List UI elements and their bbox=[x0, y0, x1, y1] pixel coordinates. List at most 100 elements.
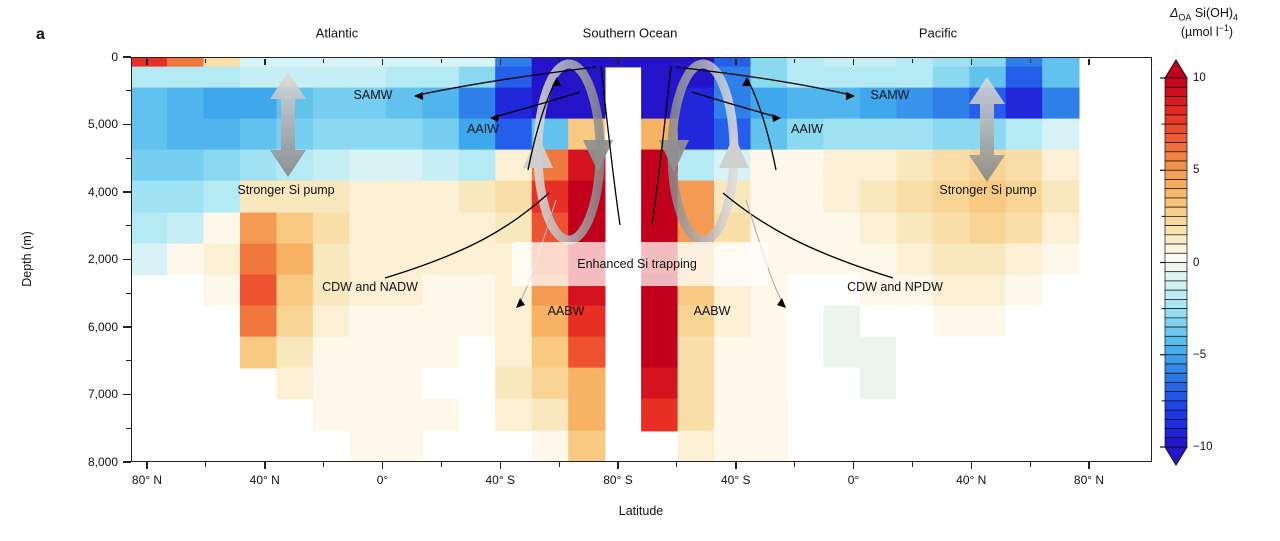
heatmap-cell bbox=[859, 57, 898, 68]
heatmap-cell bbox=[458, 57, 497, 68]
samw-arrowhead-right-icon bbox=[846, 92, 855, 100]
x-axis-tick-label: 0° bbox=[847, 473, 860, 487]
heatmap-cell bbox=[385, 180, 424, 214]
y-axis-minor-tick bbox=[126, 157, 131, 159]
x-axis-top-major-tick bbox=[264, 58, 266, 65]
heatmap-cell bbox=[385, 367, 424, 400]
heatmap-cell bbox=[932, 118, 971, 151]
heatmap-cell bbox=[859, 66, 898, 89]
heatmap-cell bbox=[641, 367, 679, 400]
x-axis-minor-tick bbox=[911, 462, 913, 467]
heatmap-cell bbox=[859, 118, 898, 151]
colorbar-cell bbox=[1164, 206, 1188, 217]
heatmap-cell bbox=[1005, 57, 1043, 68]
heatmap-cell bbox=[458, 305, 497, 338]
heatmap-cell bbox=[677, 430, 715, 462]
heatmap-cell bbox=[312, 87, 351, 120]
heatmap-cell bbox=[859, 87, 898, 120]
colorbar-title: ΔOA Si(OH)4 bbox=[1170, 6, 1238, 23]
colorbar-min-arrow-icon bbox=[1164, 446, 1188, 466]
x-axis-top-minor-tick bbox=[558, 58, 560, 63]
colorbar-cell bbox=[1164, 160, 1188, 171]
x-axis-major-tick bbox=[852, 462, 855, 469]
heatmap-cell bbox=[312, 118, 351, 151]
heatmap-cell bbox=[312, 212, 351, 245]
heatmap-cell bbox=[859, 180, 898, 214]
heatmap-cell bbox=[969, 274, 1007, 307]
aaiw-arrowhead-right-icon bbox=[772, 114, 781, 122]
heatmap-cell bbox=[1005, 180, 1043, 214]
heatmap-cell bbox=[458, 336, 497, 369]
heatmap-cell bbox=[823, 367, 861, 400]
x-axis-top-minor-tick bbox=[440, 58, 442, 63]
x-axis-tick-label: 80° N bbox=[131, 473, 163, 487]
heatmap-cell bbox=[896, 118, 934, 151]
colorbar-cell bbox=[1164, 142, 1188, 153]
x-axis-minor-tick bbox=[794, 462, 796, 467]
heatmap-cell bbox=[823, 149, 861, 182]
heatmap-cell bbox=[1042, 149, 1080, 182]
heatmap-cell bbox=[131, 57, 168, 68]
heatmap-cell bbox=[131, 87, 168, 120]
heatmap-cell bbox=[312, 336, 351, 369]
y-axis-tick-label: 8,000 bbox=[87, 454, 118, 469]
heatmap-cell bbox=[787, 118, 825, 151]
colorbar bbox=[1160, 59, 1188, 466]
heatmap-cell bbox=[1005, 118, 1043, 151]
heatmap-cell bbox=[750, 336, 788, 369]
heatmap-cell bbox=[714, 336, 752, 369]
heatmap-cell bbox=[714, 367, 752, 400]
x-axis-major-tick bbox=[1088, 462, 1090, 469]
heatmap-cell bbox=[312, 367, 351, 400]
heatmap-cell bbox=[203, 180, 241, 214]
cdw-npdw-flowline bbox=[722, 192, 894, 279]
heatmap-cell bbox=[385, 118, 424, 151]
colorbar-cell bbox=[1164, 400, 1188, 411]
heatmap-cell bbox=[823, 305, 861, 338]
heatmap-cell bbox=[349, 180, 387, 214]
heatmap-cell bbox=[896, 367, 934, 400]
heatmap-cell bbox=[750, 149, 788, 182]
heatmap-cell bbox=[531, 57, 569, 68]
colorbar-cell bbox=[1164, 391, 1188, 402]
heatmap-cell bbox=[495, 305, 533, 338]
heatmap-cell bbox=[1005, 87, 1043, 120]
heatmap-cell bbox=[349, 118, 387, 151]
y-axis-minor-tick bbox=[126, 225, 131, 227]
label-si-pump-right: Stronger Si pump bbox=[939, 183, 1037, 197]
colorbar-cell bbox=[1164, 280, 1188, 291]
heatmap-cell bbox=[969, 243, 1007, 276]
colorbar-cell bbox=[1164, 326, 1188, 337]
heatmap-cell bbox=[714, 57, 752, 68]
heatmap-cell bbox=[787, 180, 825, 214]
heatmap-cell bbox=[1005, 305, 1043, 338]
heatmap-cell bbox=[969, 212, 1007, 245]
heatmap-cell bbox=[240, 336, 278, 369]
heatmap-cell bbox=[677, 398, 715, 432]
heatmap-cell bbox=[385, 57, 424, 68]
x-axis-top-major-tick bbox=[499, 58, 502, 65]
heatmap-cell bbox=[1005, 149, 1043, 182]
colorbar-cell bbox=[1164, 105, 1188, 116]
heatmap-cell bbox=[203, 305, 241, 338]
heatmap-cell bbox=[349, 305, 387, 338]
x-axis-top-minor-tick bbox=[794, 58, 796, 63]
samw-arrowhead-left-icon bbox=[414, 92, 423, 100]
heatmap-cell bbox=[1042, 243, 1080, 276]
heatmap-cell bbox=[276, 57, 314, 68]
colorbar-units-post: ) bbox=[1228, 25, 1234, 40]
heatmap-cell bbox=[349, 398, 387, 432]
heatmap-cell bbox=[1042, 87, 1080, 120]
colorbar-title-delta-sub: OA bbox=[1178, 12, 1192, 23]
heatmap-cell bbox=[458, 274, 497, 307]
x-axis-major-tick bbox=[970, 462, 973, 469]
y-axis-label: Depth (m) bbox=[20, 231, 34, 287]
y-axis-major-tick bbox=[123, 258, 131, 261]
heatmap-cell bbox=[896, 66, 934, 89]
heatmap-cell bbox=[787, 66, 825, 89]
heatmap-cell bbox=[787, 336, 825, 369]
heatmap-cell bbox=[276, 180, 314, 214]
label-samw-right: SAMW bbox=[870, 88, 910, 102]
heatmap-cell bbox=[385, 398, 424, 432]
colorbar-cell bbox=[1164, 123, 1188, 134]
